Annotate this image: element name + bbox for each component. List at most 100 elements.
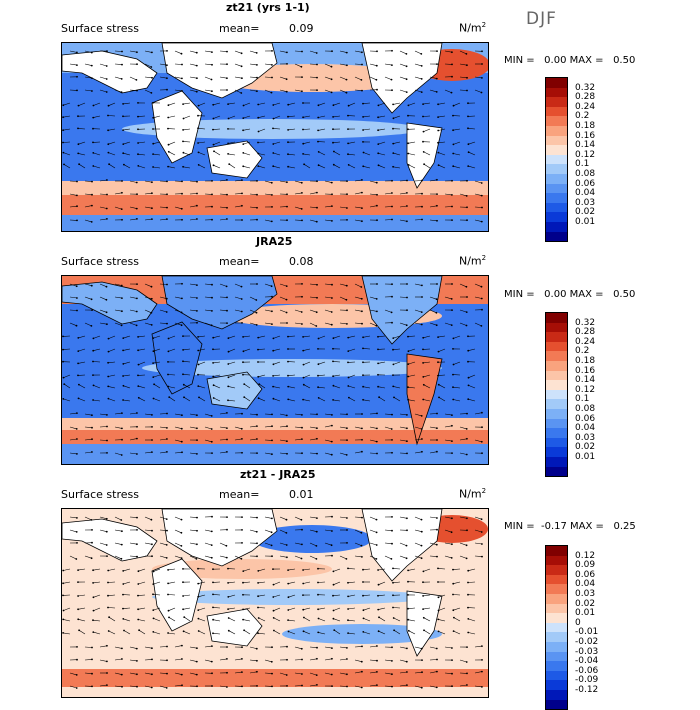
wind-vector-head (257, 337, 259, 339)
wind-vector-head (136, 686, 138, 688)
colorbar-tick-label: -0.09 (575, 675, 598, 685)
wind-vector-head (167, 166, 169, 168)
wind-vector-head (303, 364, 305, 366)
wind-vector-head (76, 453, 78, 455)
wind-vector-head (137, 102, 139, 104)
wind-vector-head (77, 375, 79, 377)
wind-vector-head (378, 105, 380, 107)
wind-vector-head (168, 396, 170, 398)
wind-vector-head (287, 153, 289, 155)
wind-vector-head (226, 672, 228, 674)
wind-vector-head (346, 439, 348, 441)
wind-vector-head (106, 65, 108, 67)
wind-vector-head (378, 164, 380, 166)
wind-vector-head (436, 544, 438, 546)
wind-vector-head (93, 596, 95, 598)
wind-vector-head (331, 92, 333, 94)
wind-vector-head (92, 399, 94, 401)
wind-vector-head (438, 384, 440, 386)
wind-vector-head (393, 397, 395, 399)
colorbar-segment (546, 332, 567, 342)
wind-vector-head (408, 350, 410, 352)
wind-vector-head (318, 618, 320, 620)
wind-vector-head (466, 195, 468, 197)
wind-vector-head (211, 415, 213, 417)
wind-vector-head (122, 618, 124, 620)
wind-vector-head (286, 312, 288, 314)
wind-vector-head (211, 64, 213, 66)
wind-vector-head (106, 555, 108, 557)
wind-vector-head (318, 104, 320, 106)
wind-vector-head (286, 440, 288, 442)
wind-vector-head (77, 618, 79, 620)
wind-vector-head (361, 323, 363, 325)
wind-vector-head (181, 283, 183, 285)
wind-vector-head (302, 153, 304, 155)
wind-vector-head (361, 439, 363, 441)
wind-vector-head (302, 350, 304, 352)
wind-vector-head (241, 65, 243, 67)
wind-vector-head (273, 398, 275, 400)
wind-vector-head (152, 128, 154, 130)
wind-vector-head (451, 531, 453, 533)
wind-vector-head (286, 556, 288, 558)
wind-vector-head (241, 205, 243, 207)
colorbar-segment (546, 680, 567, 690)
wind-vector-head (181, 532, 183, 534)
wind-vector-head (286, 91, 288, 93)
wind-vector-head (361, 532, 363, 534)
wind-vector-head (78, 163, 80, 165)
wind-vector-head (138, 629, 140, 631)
wind-vector-head (332, 399, 334, 401)
wind-vector-head (272, 375, 274, 377)
wind-vector-head (256, 660, 258, 662)
wind-vector-head (421, 415, 423, 417)
wind-vector-head (361, 220, 363, 222)
wind-vector-head (196, 530, 198, 532)
wind-vector-head (242, 374, 244, 376)
wind-vector-head (227, 582, 229, 584)
wind-vector-head (287, 348, 289, 350)
wind-vector-head (362, 141, 364, 143)
wind-vector-head (362, 631, 364, 633)
wind-vector-head (241, 516, 243, 518)
wind-vector-head (76, 64, 78, 66)
wind-vector-head (151, 530, 153, 532)
wind-vector-head (423, 629, 425, 631)
wind-vector-head (436, 659, 438, 661)
wind-vector-head (136, 63, 138, 65)
wind-vector-head (407, 594, 409, 596)
wind-vector-head (286, 674, 288, 676)
wind-vector-head (228, 337, 230, 339)
wind-vector-head (108, 152, 110, 154)
wind-vector-head (107, 376, 109, 378)
colorbar-tick-label: 0.02 (575, 442, 595, 452)
wind-vector-head (151, 286, 153, 288)
wind-vector-head (451, 180, 453, 182)
wind-vector-head (166, 673, 168, 675)
colorbar-segment (546, 546, 567, 556)
wind-vector-head (301, 76, 303, 78)
wind-vector-head (361, 428, 363, 430)
colorbar-segment (546, 342, 567, 352)
colorbar-tick-label: 0.08 (575, 404, 595, 414)
wind-vector-head (77, 153, 79, 155)
wind-vector-head (331, 544, 333, 546)
wind-vector-head (452, 348, 454, 350)
wind-vector-head (196, 65, 198, 67)
wind-vector-head (196, 453, 198, 455)
panel1-unit: N/m2 (459, 19, 486, 35)
wind-vector-head (213, 150, 215, 152)
wind-vector-head (302, 102, 304, 104)
wind-vector-head (438, 152, 440, 154)
wind-vector-head (316, 558, 318, 560)
colorbar-segment (546, 604, 567, 614)
wind-vector-head (91, 309, 93, 311)
wind-vector-head (347, 608, 349, 610)
colorbar-segment (546, 623, 567, 633)
wind-vector-head (77, 363, 79, 365)
wind-vector-head (481, 309, 483, 311)
wind-vector-head (301, 673, 303, 675)
wind-vector-head (166, 413, 168, 415)
wind-vector-head (301, 283, 303, 285)
